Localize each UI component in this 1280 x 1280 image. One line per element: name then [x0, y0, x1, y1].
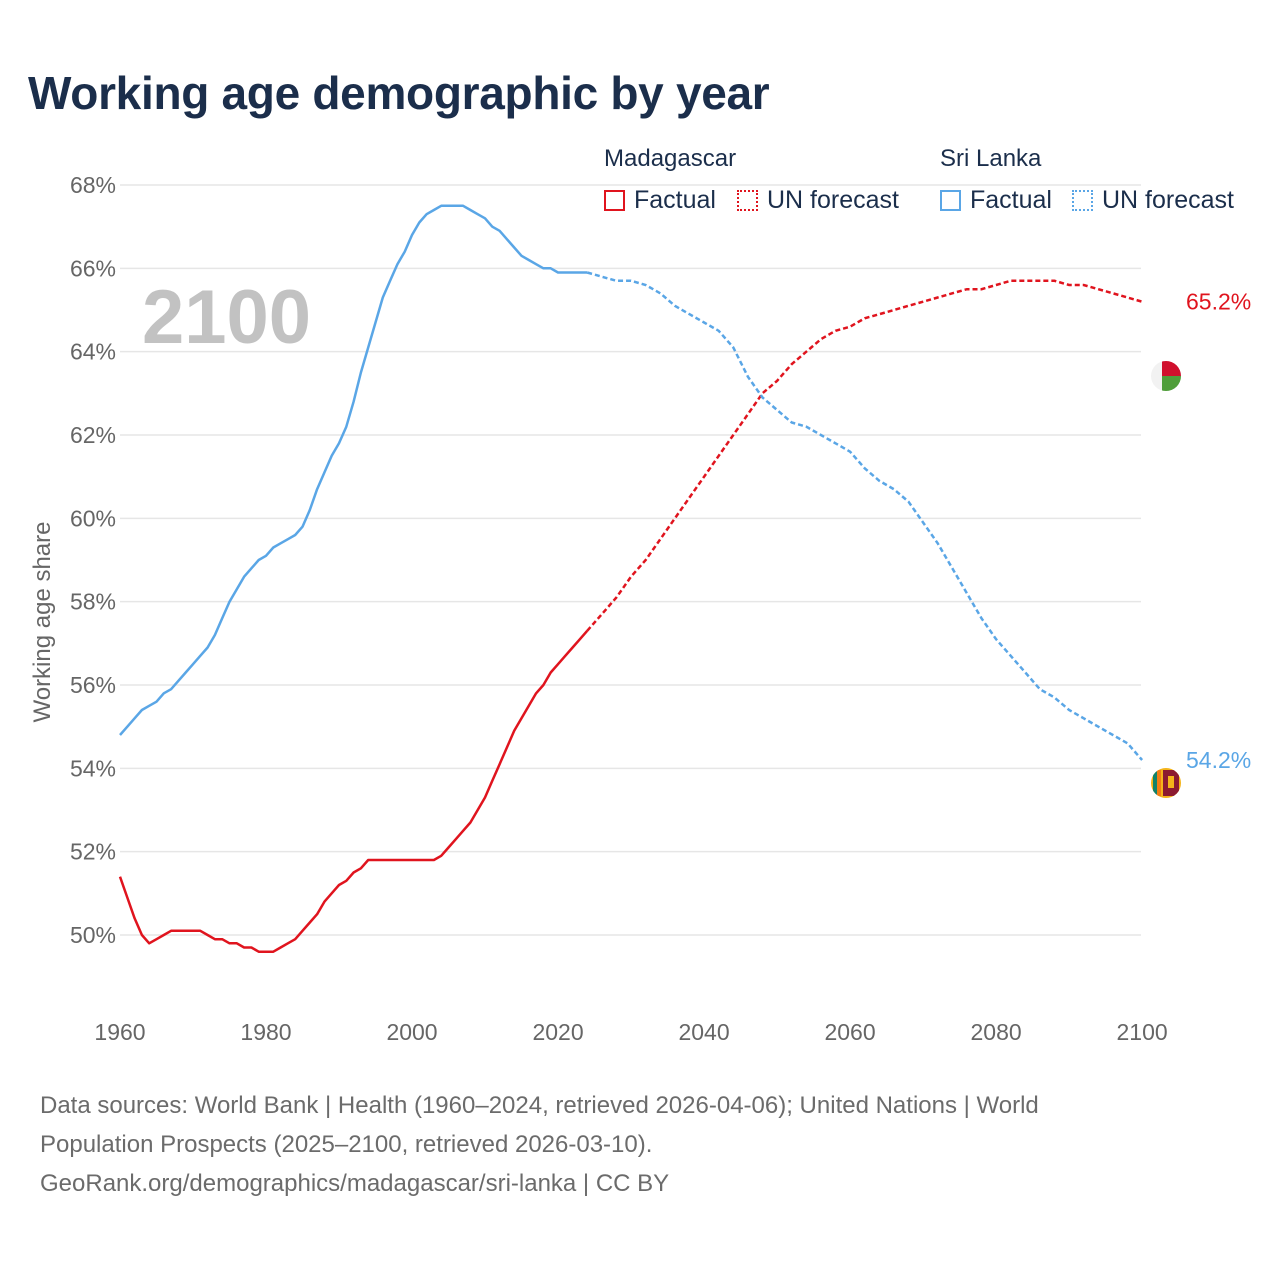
footer-line-3[interactable]: GeoRank.org/demographics/madagascar/sri-…: [40, 1170, 670, 1197]
legend-swatch-srilanka-factual: [940, 190, 961, 211]
legend-srilanka-forecast-label: UN forecast: [1102, 186, 1234, 214]
y-tick-label: 54%: [70, 755, 116, 781]
madagascar-factual-line: [118, 629, 589, 953]
sri-lanka-factual-line: [119, 204, 588, 736]
y-tick-label: 56%: [70, 672, 116, 698]
y-tick-label: 66%: [70, 255, 116, 281]
legend-swatch-madagascar-forecast: [737, 190, 758, 211]
y-axis-ticks: 50% 52% 54% 56% 58% 60% 62% 64% 66% 68%: [70, 172, 116, 948]
chart-title: Working age demographic by year: [28, 67, 770, 119]
x-tick-label: 2020: [532, 1019, 583, 1045]
footer-line-2: Population Prospects (2025–2100, retriev…: [40, 1131, 653, 1158]
legend-srilanka-title: Sri Lanka: [940, 145, 1042, 172]
gridlines: [120, 184, 1141, 936]
sri-lanka-flag-icon: [1151, 768, 1181, 798]
legend-srilanka-factual-label: Factual: [970, 186, 1052, 214]
y-tick-label: 68%: [70, 172, 116, 198]
x-tick-label: 1960: [94, 1019, 145, 1045]
madagascar-flag-icon: [1151, 361, 1181, 391]
y-tick-label: 50%: [70, 922, 116, 948]
madagascar-end-label: 65.2%: [1186, 289, 1251, 315]
x-tick-label: 2060: [824, 1019, 875, 1045]
x-axis-ticks: 1960 1980 2000 2020 2040 2060 2080 2100: [94, 1019, 1167, 1045]
legend-madagascar-forecast[interactable]: UN forecast: [737, 186, 899, 215]
legend-madagascar-title: Madagascar: [604, 145, 737, 172]
legend-swatch-srilanka-forecast: [1072, 190, 1093, 211]
legend-madagascar-forecast-label: UN forecast: [767, 186, 899, 214]
x-tick-label: 1980: [240, 1019, 291, 1045]
x-tick-label: 2080: [970, 1019, 1021, 1045]
x-tick-label: 2040: [678, 1019, 729, 1045]
end-labels: 65.2% 54.2%: [1186, 289, 1251, 773]
legend-srilanka-forecast[interactable]: UN forecast: [1072, 186, 1234, 215]
y-axis-title: Working age share: [29, 522, 56, 723]
legend-swatch-madagascar-factual: [604, 190, 625, 211]
y-tick-label: 52%: [70, 839, 116, 865]
madagascar-forecast-line: [586, 279, 1143, 632]
year-watermark: 2100: [142, 275, 311, 360]
y-tick-label: 58%: [70, 589, 116, 615]
sri-lanka-forecast-line: [586, 271, 1144, 761]
series-lines: [118, 204, 1144, 953]
x-tick-label: 2100: [1117, 1019, 1168, 1045]
legend-srilanka-factual[interactable]: Factual: [940, 186, 1052, 215]
sri-lanka-end-label: 54.2%: [1186, 747, 1251, 773]
footer-sources: Data sources: World Bank | Health (1960–…: [40, 1086, 1039, 1203]
y-tick-label: 60%: [70, 505, 116, 531]
x-tick-label: 2000: [386, 1019, 437, 1045]
legend-madagascar-factual[interactable]: Factual: [604, 186, 716, 215]
footer-line-1: Data sources: World Bank | Health (1960–…: [40, 1092, 1039, 1119]
legend-madagascar-factual-label: Factual: [634, 186, 716, 214]
y-tick-label: 62%: [70, 422, 116, 448]
y-tick-label: 64%: [70, 339, 116, 365]
line-chart: 50% 52% 54% 56% 58% 60% 62% 64% 66% 68% 1960 1980 2…: [29, 172, 1251, 1045]
